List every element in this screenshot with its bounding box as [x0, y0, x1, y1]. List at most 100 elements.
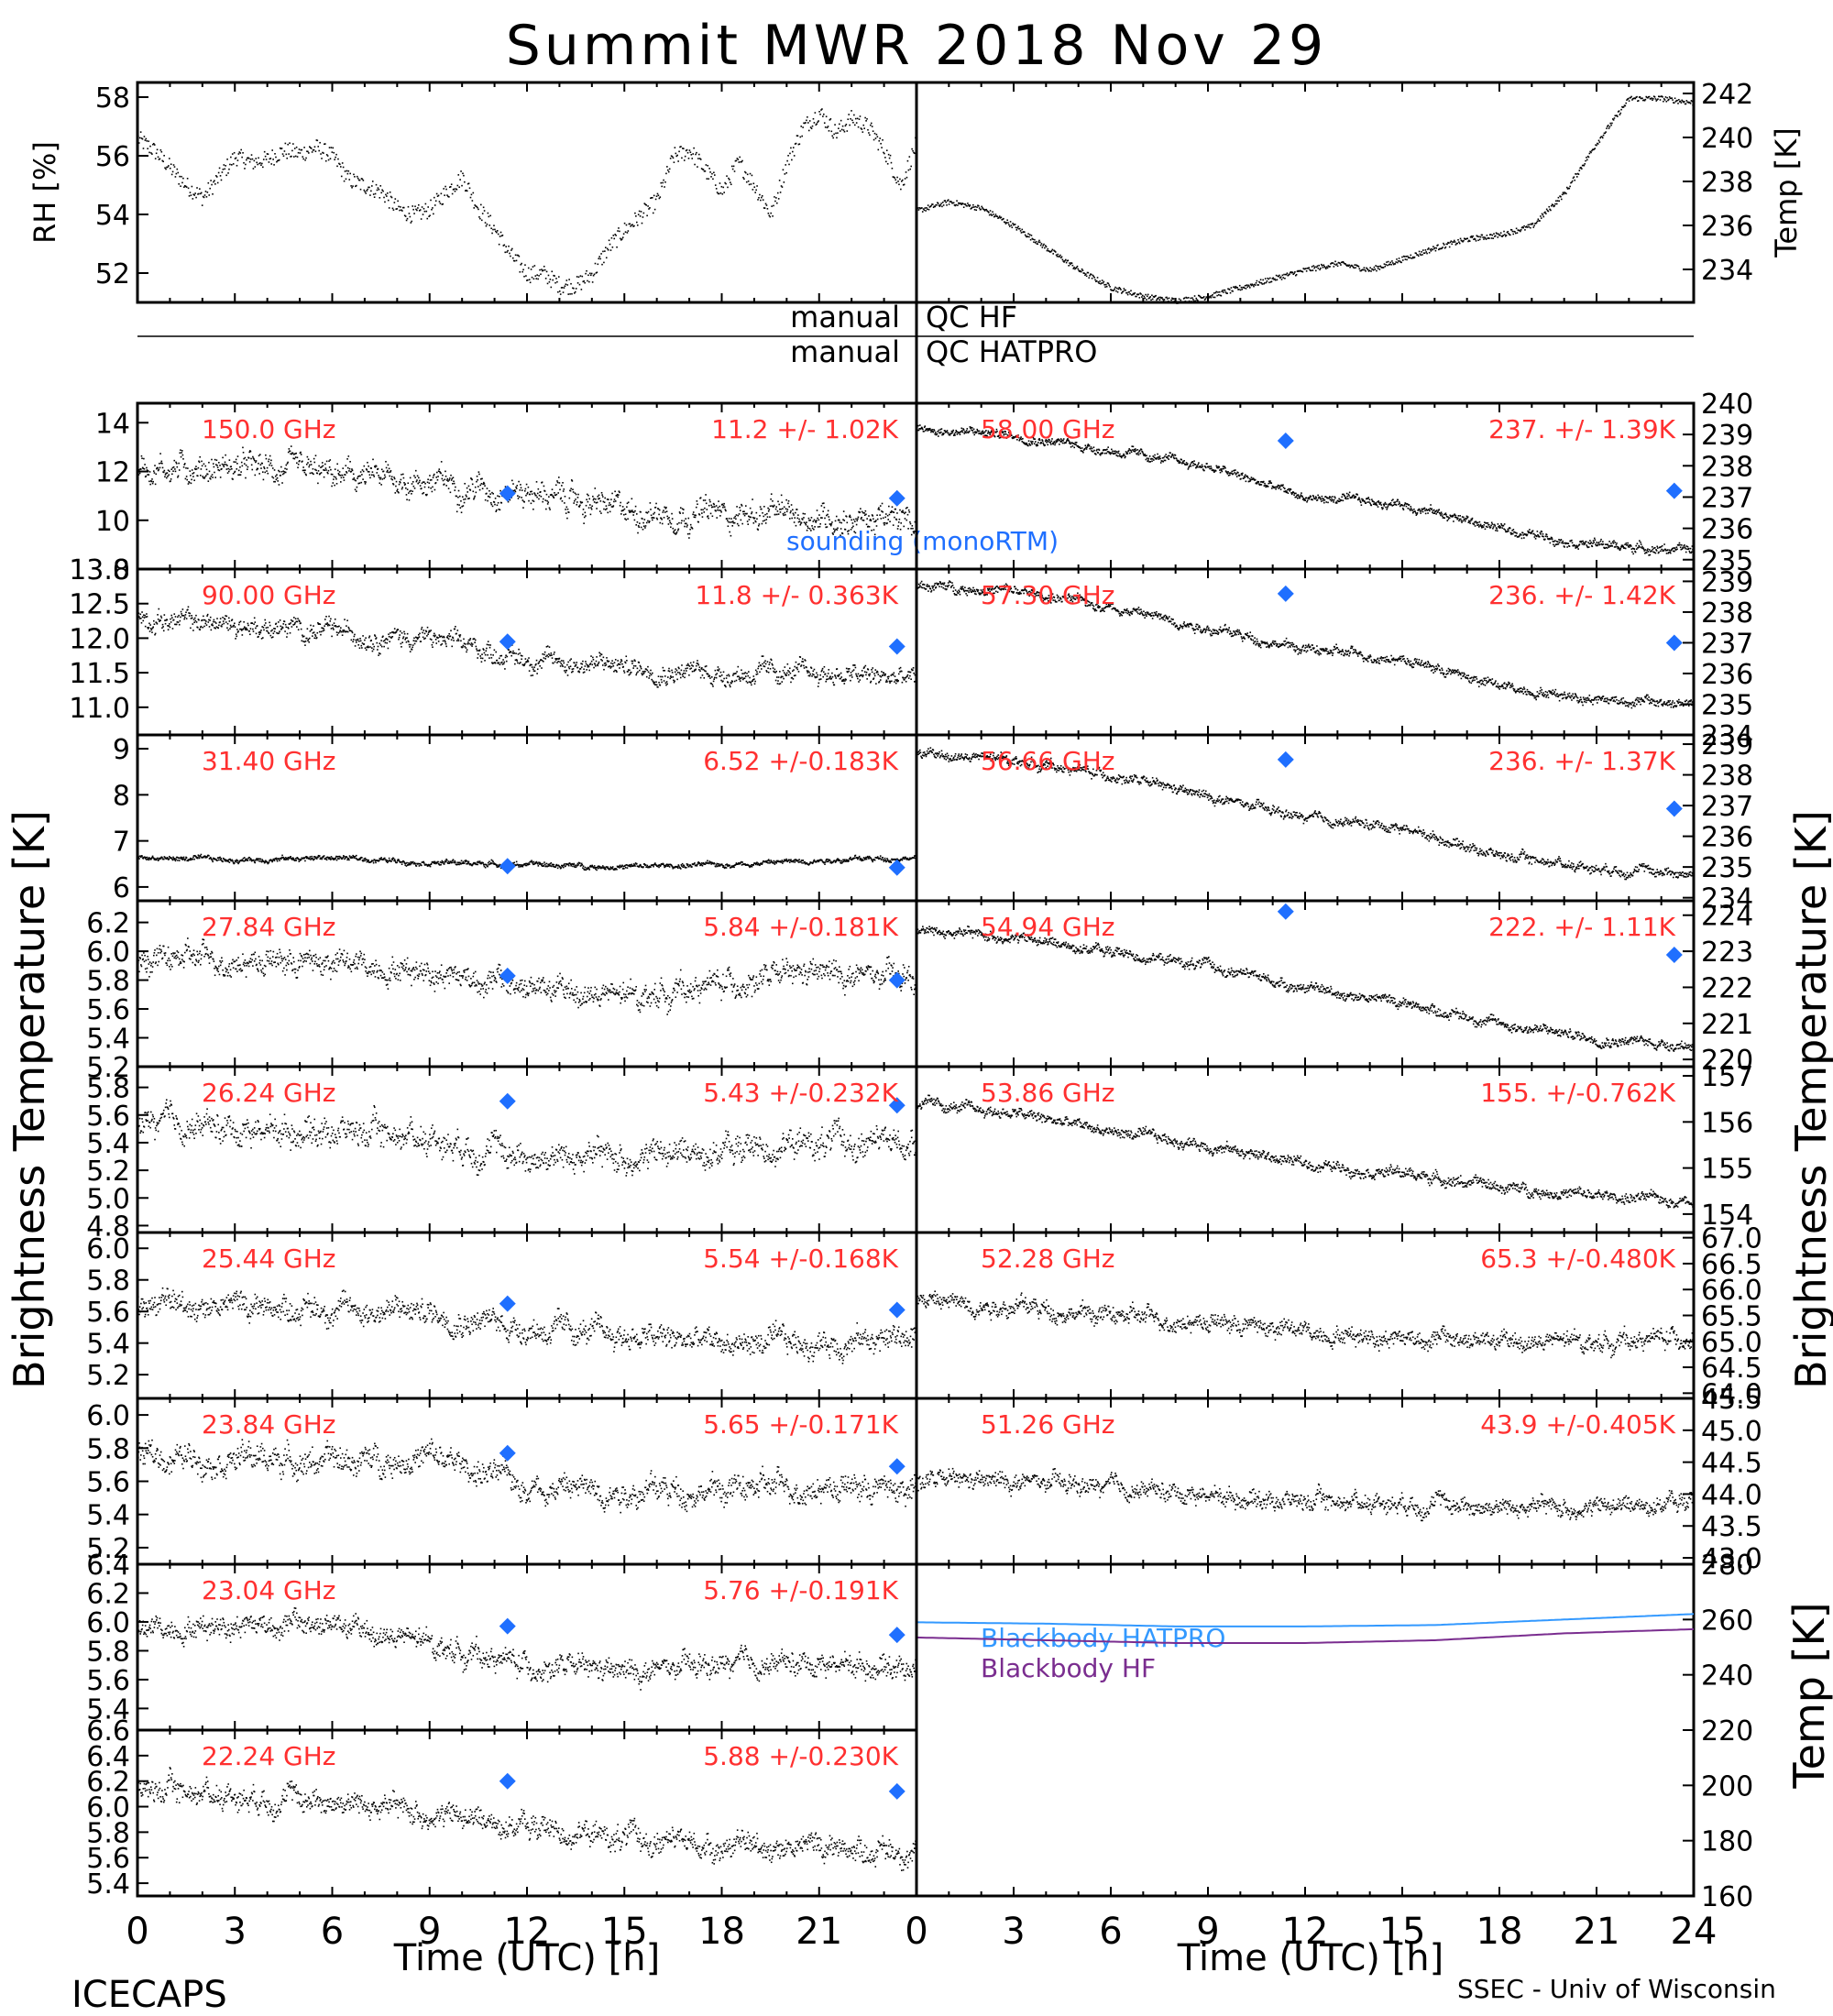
temp-point	[1427, 248, 1429, 250]
tb-point	[554, 661, 556, 663]
tb-point	[579, 504, 581, 507]
rh-point	[367, 188, 368, 191]
temp-point	[1427, 247, 1430, 249]
rh-point	[513, 259, 516, 262]
rh-point	[486, 223, 488, 225]
temp-point	[921, 207, 923, 209]
tb-point	[307, 458, 310, 461]
tb-point	[427, 631, 430, 633]
tb-point	[780, 675, 783, 678]
rh-point	[511, 257, 514, 259]
temp-point	[1158, 296, 1160, 299]
tb-point	[367, 645, 369, 648]
rh-point	[890, 161, 893, 164]
tb-point	[869, 519, 871, 521]
tb-point	[620, 513, 622, 515]
temp-point	[1315, 266, 1318, 268]
temp-point	[1313, 267, 1315, 269]
temp-point	[1324, 267, 1326, 268]
tb-point	[480, 657, 482, 659]
tb-point	[767, 507, 769, 509]
rh-point	[852, 121, 854, 124]
rh-point	[842, 129, 845, 131]
tb-point	[905, 511, 906, 514]
tb-point	[328, 615, 330, 618]
tb-point	[252, 455, 254, 458]
tb-point	[471, 483, 474, 486]
tb-point	[792, 512, 795, 515]
tb-point	[381, 478, 384, 480]
temp-point	[1525, 225, 1528, 227]
tb-point	[450, 630, 452, 632]
tb-point	[214, 627, 216, 630]
temp-point	[1262, 279, 1264, 281]
rh-point	[369, 194, 371, 196]
tb-point	[669, 677, 672, 680]
tb-point	[267, 472, 269, 475]
rh-point	[451, 192, 454, 195]
tb-point	[388, 467, 390, 470]
tb-point	[184, 463, 186, 465]
tb-point	[611, 663, 614, 665]
temp-point	[1341, 261, 1343, 264]
tb-point	[782, 669, 785, 672]
tb-point	[675, 674, 677, 675]
rh-point	[404, 215, 407, 217]
rh-point	[231, 153, 234, 155]
tb-point	[837, 527, 839, 530]
tb-point	[338, 630, 341, 633]
temp-point	[1057, 253, 1059, 256]
rh-point	[611, 246, 614, 248]
tb-point	[612, 664, 615, 667]
rh-point	[698, 158, 701, 159]
temp-point	[1445, 243, 1448, 246]
temp-point	[1556, 200, 1559, 202]
rh-point	[287, 143, 289, 146]
tb-point	[548, 496, 550, 498]
temp-point	[1645, 95, 1648, 98]
tb-point	[605, 509, 607, 511]
tb-point	[170, 614, 173, 617]
tb-point	[892, 510, 894, 513]
tb-point	[346, 472, 348, 474]
temp-point	[1318, 264, 1321, 267]
tb-point	[658, 509, 661, 511]
tb-point	[180, 455, 182, 458]
tb-point	[779, 683, 782, 685]
temp-point	[1235, 285, 1237, 288]
tb-point	[369, 646, 371, 648]
rh-point	[528, 279, 531, 280]
tb-point	[269, 634, 272, 637]
tb-point	[346, 470, 347, 473]
tb-point	[875, 520, 877, 521]
temp-point	[1414, 252, 1417, 254]
tb-point	[474, 639, 477, 641]
temp-point	[1634, 97, 1637, 100]
tb-point	[904, 518, 906, 520]
tb-point	[375, 638, 377, 640]
tb-point	[478, 488, 481, 491]
tb-point	[827, 673, 829, 674]
rh-point	[288, 153, 290, 155]
tb-point	[488, 495, 490, 498]
rh-point	[830, 130, 833, 133]
rh-point	[571, 292, 573, 295]
temp-point	[1580, 166, 1582, 169]
temp-point	[1439, 247, 1442, 250]
temp-point	[1553, 205, 1555, 208]
rh-point	[150, 152, 152, 154]
temp-point	[1145, 293, 1147, 296]
rh-point	[523, 275, 525, 278]
tb-point	[552, 495, 554, 497]
temp-point	[922, 208, 925, 210]
tb-point	[533, 493, 536, 495]
tb-point	[521, 489, 523, 491]
temp-point	[1103, 280, 1105, 283]
temp-point	[1307, 268, 1310, 269]
temp-point	[1345, 265, 1348, 267]
tb-point	[348, 467, 351, 470]
temp-point	[962, 206, 965, 209]
tb-point	[608, 504, 610, 507]
rh-point	[207, 181, 210, 184]
tb-point	[474, 495, 476, 498]
